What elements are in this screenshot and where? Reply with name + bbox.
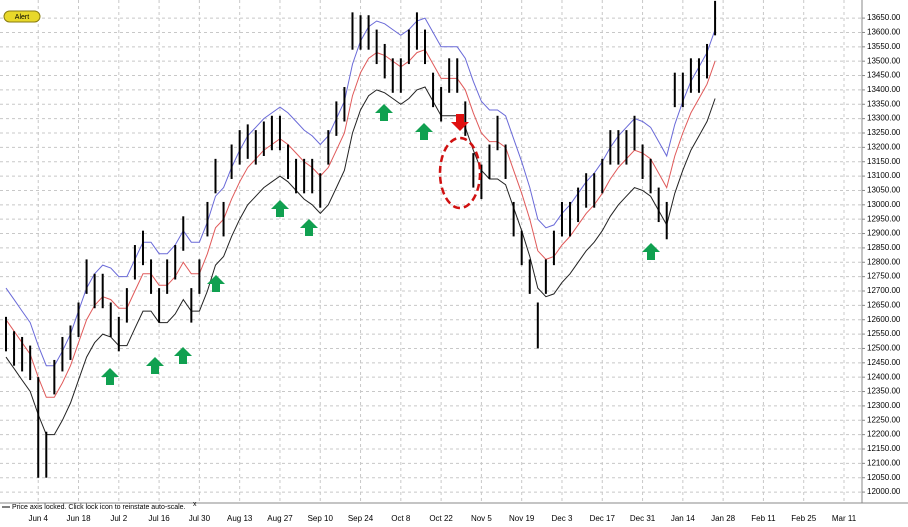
y-tick-label: 13000.00 [867,200,901,209]
indicator-line [5,49,716,398]
y-tick-label: 13350.00 [867,99,901,108]
x-tick-label: Oct 22 [429,514,453,523]
x-tick-label: Aug 13 [227,514,253,523]
y-tick-label: 12050.00 [867,473,901,482]
y-tick-label: 13500.00 [867,56,901,65]
y-tick-label: 12650.00 [867,300,901,309]
y-tick-label: 12000.00 [867,487,901,496]
x-tick-label: Dec 3 [552,514,573,523]
y-tick-label: 12450.00 [867,358,901,367]
y-tick-label: 13600.00 [867,28,901,37]
y-tick-label: 12550.00 [867,329,901,338]
y-tick-label: 12250.00 [867,415,901,424]
y-tick-label: 12600.00 [867,315,901,324]
y-tick-label: 12400.00 [867,372,901,381]
x-tick-label: Jul 30 [189,514,211,523]
marks [5,0,717,478]
x-tick-label: Jun 4 [28,514,48,523]
sell-arrow [451,114,469,131]
x-tick-label: Jun 18 [67,514,92,523]
x-tick-label: Dec 17 [590,514,616,523]
y-tick-label: 12350.00 [867,387,901,396]
y-tick-label: 12700.00 [867,286,901,295]
y-tick-label: 12500.00 [867,344,901,353]
y-tick-label: 13650.00 [867,13,901,22]
x-tick-label: Nov 19 [509,514,535,523]
close-status[interactable]: x [193,501,197,508]
indicator-line [5,86,716,436]
y-tick-label: 13150.00 [867,157,901,166]
y-tick-label: 12950.00 [867,214,901,223]
x-tick-label: Jul 16 [148,514,170,523]
y-tick-label: 12900.00 [867,229,901,238]
y-tick-label: 12200.00 [867,430,901,439]
x-tick-label: Sep 10 [308,514,334,523]
alert-button[interactable] [3,10,41,23]
x-tick-label: Nov 5 [471,514,492,523]
y-tick-label: 12100.00 [867,458,901,467]
y-tick-label: 12150.00 [867,444,901,453]
y-tick-label: 13250.00 [867,128,901,137]
y-tick-label: 13100.00 [867,171,901,180]
y-tick-label: 13400.00 [867,85,901,94]
y-tick-label: 13550.00 [867,42,901,51]
y-tick-label: 12850.00 [867,243,901,252]
y-tick-label: 13200.00 [867,142,901,151]
x-tick-label: Feb 25 [791,514,816,523]
x-tick-label: Jul 2 [110,514,127,523]
x-tick-label: Dec 31 [630,514,656,523]
x-tick-label: Jan 14 [671,514,696,523]
annotations [101,104,660,385]
alert-label[interactable]: Alert [15,14,29,21]
x-tick-label: Jan 28 [711,514,736,523]
x-tick-label: Feb 11 [751,514,776,523]
highlight-ellipse [438,136,482,210]
y-tick-label: 12800.00 [867,257,901,266]
x-tick-label: Oct 8 [391,514,411,523]
status-text: Price axis locked. Click lock icon to re… [12,504,186,511]
y-tick-label: 13300.00 [867,114,901,123]
y-tick-label: 12300.00 [867,401,901,410]
y-tick-label: 12750.00 [867,272,901,281]
x-tick-label: Sep 24 [348,514,374,523]
x-tick-label: Mar 11 [832,514,857,523]
y-tick-label: 13050.00 [867,186,901,195]
y-tick-label: 13450.00 [867,71,901,80]
x-tick-label: Aug 27 [267,514,293,523]
